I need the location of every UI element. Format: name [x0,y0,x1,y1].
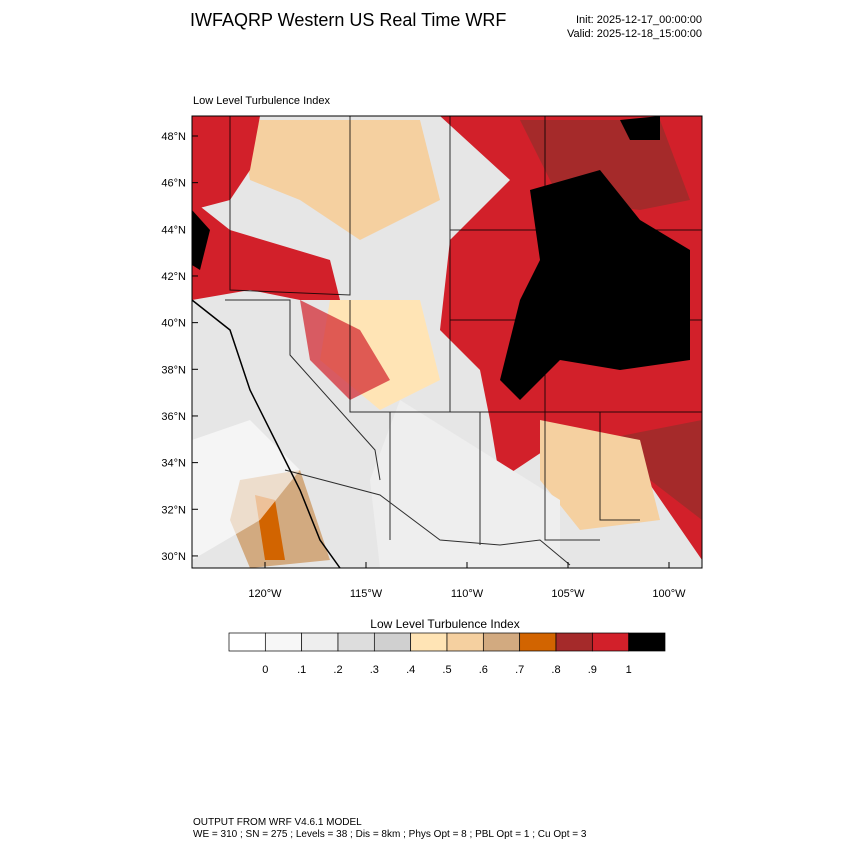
colorbar-tick-label: 1 [626,664,632,676]
colorbar-tick-label: .3 [370,664,379,676]
colorbar-tick-label: .1 [297,664,306,676]
lat-tick-label: 32°N [161,504,186,516]
colorbar-box [337,632,375,652]
colorbar-box [228,632,266,652]
lat-tick-label: 44°N [161,224,186,236]
lat-tick-label: 34°N [161,458,186,470]
colorbar-box [373,632,412,652]
lat-tick-label: 42°N [161,271,186,283]
lat-tick-label: 46°N [161,178,186,190]
colorbar-tick-label: .5 [442,664,451,676]
colorbar-box [264,632,303,652]
colorbar-title: Low Level Turbulence Index [370,617,519,631]
footer-line: OUTPUT FROM WRF V4.6.1 MODEL [193,817,362,828]
valid-time: Valid: 2025-12-18_15:00:00 [567,28,702,40]
colorbar-box [301,632,339,652]
colorbar-box [519,632,557,652]
colorbar-box [410,632,448,652]
colorbar-box [628,632,666,652]
colorbar-tick-label: .7 [515,664,524,676]
colorbar-tick-label: .4 [406,664,415,676]
colorbar-box [555,632,593,652]
colorbar-tick-label: .8 [551,664,560,676]
lat-tick-label: 40°N [161,318,186,330]
map-frame [191,115,703,569]
colorbar-tick-label: .9 [588,664,597,676]
lon-tick-label: 105°W [551,588,585,600]
lat-tick-label: 30°N [161,551,186,563]
colorbar-tick-label: .2 [333,664,342,676]
lon-tick-label: 115°W [350,588,383,600]
footer-line: WE = 310 ; SN = 275 ; Levels = 38 ; Dis … [193,829,587,840]
init-time: Init: 2025-12-17_00:00:00 [576,14,702,26]
colorbar-box [446,632,484,652]
colorbar-tick-label: .6 [479,664,488,676]
lat-tick-label: 38°N [161,364,186,376]
lon-tick-label: 100°W [652,588,686,600]
map-field [192,116,702,568]
map-subtitle: Low Level Turbulence Index [193,95,330,107]
colorbar-box [482,632,521,652]
lon-tick-label: 110°W [451,588,484,600]
colorbar-tick-label: 0 [262,664,268,676]
title: IWFAQRP Western US Real Time WRF [190,10,506,30]
lat-tick-label: 36°N [161,411,186,423]
colorbar-box [591,632,630,652]
lat-tick-label: 48°N [161,131,186,143]
lon-tick-label: 120°W [248,588,282,600]
